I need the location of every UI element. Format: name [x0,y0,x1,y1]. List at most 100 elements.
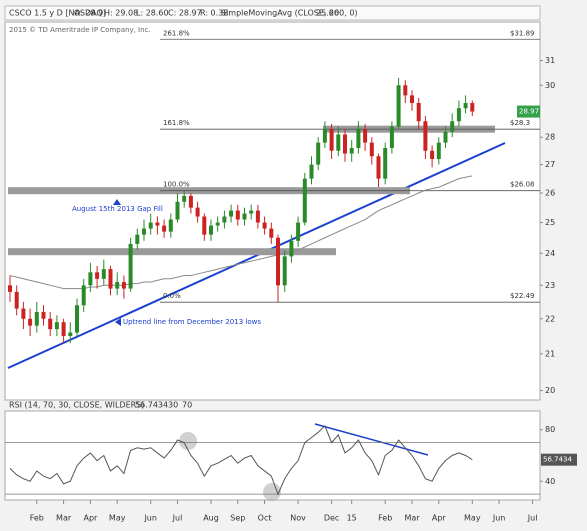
header-bar [4,5,541,21]
candle-body [48,318,53,330]
candle-body [8,285,12,292]
x-tick-label: Mar [404,514,420,523]
candle-body [61,322,66,337]
candle-body [115,282,120,289]
sma-line [9,175,473,290]
candle-body [28,318,33,326]
trend-line [7,142,506,369]
header-item: 25.66 [316,9,339,18]
arrow [113,199,121,205]
y-tick-label: 40 [545,477,555,486]
rsi-panel [4,410,541,501]
candle-body [215,222,220,226]
candle-body [188,195,193,208]
y-tick-label: 21 [545,349,555,358]
candle-body [363,129,368,143]
fib-value: $26.08 [510,181,535,189]
header-item: H: 29.08 [104,9,138,18]
candle-body [456,108,461,122]
header-item: SimpleMovingAvg (CLOSE, 200, 0) [221,9,358,18]
copyright: 2015 © TD Ameritrade IP Company, Inc. [9,26,151,34]
fib-label: 261.8% [163,29,190,37]
candle-body [322,129,327,143]
resistance-zone [8,248,336,256]
y-tick-label: 20 [545,386,555,395]
fib-value: $31.89 [510,29,535,37]
candle-body [423,121,428,151]
x-tick-label: 15 [347,514,357,523]
highlight [263,483,281,501]
x-tick-label: Nov [290,514,306,523]
candle-body [242,213,247,220]
x-tick-label: Dec [324,514,339,523]
candle-body [262,222,267,229]
price-panel [4,21,541,401]
candle-body [296,222,301,241]
x-tick-label: Feb [378,514,392,523]
y-tick-label: 26 [545,189,555,198]
y-tick-label: 27 [545,160,555,169]
rsi-header-level: 70 [182,401,192,410]
y-tick-label: 28 [545,133,555,142]
candle-body [410,95,414,104]
candle-body [276,237,280,286]
rsi-title: RSI (14, 70, 30, CLOSE, WILDERS) [9,401,144,410]
candle-body [162,225,167,232]
candle-body [88,272,93,286]
last-price-box [517,105,540,118]
header-item: O: 28.9 [74,9,103,18]
y-tick-label: 80 [545,425,555,434]
x-tick-label: Apr [83,514,98,523]
candle-body [155,222,160,226]
candle-body [34,311,39,326]
candle-body [168,219,173,232]
candle-body [369,142,374,157]
x-tick-label: Jun [492,514,506,523]
candle-body [81,285,86,306]
y-tick-label: 30 [545,81,555,90]
candle-body [222,216,227,223]
candle-body [316,142,321,165]
candle-body [436,142,441,160]
candle-body [108,269,113,289]
candle-body [349,148,354,154]
candle-body [148,222,153,229]
x-tick-label: Sep [230,514,245,523]
x-tick-label: Oct [258,514,272,523]
candle-body [142,228,146,235]
x-tick-label: Mar [56,514,72,523]
rsi-header-last: 56.7434 [135,401,168,410]
fib-label: 0.0% [163,292,181,300]
candle-body [249,210,254,214]
candle-body [396,85,401,127]
rsi-header-level: 30 [168,401,178,410]
last-price: 28.97 [519,108,539,116]
candle-body [309,164,314,179]
candle-body [289,240,294,257]
candle-body [269,228,274,238]
y-tick-label: 31 [545,56,555,65]
candle-body [302,178,307,223]
rsi-line [9,425,473,496]
x-tick-label: Feb [30,514,44,523]
x-tick-label: Jul [172,514,183,523]
candle-body [356,129,361,149]
candle-body [450,121,455,132]
rsi-last-box [541,453,577,466]
header-item: L: 28.60 [136,9,169,18]
candle-body [235,210,240,220]
y-tick-label: 23 [545,281,555,290]
candle-body [41,311,46,319]
y-tick-label: 25 [545,218,555,227]
arrow [115,318,121,326]
candle-body [329,129,334,151]
x-tick-label: Apr [432,514,447,523]
candle-body [336,134,341,151]
candle-body [470,103,475,112]
candle-body [376,156,381,179]
annotation: August 15th 2013 Gap Fill [72,205,163,213]
x-tick-label: May [109,514,126,523]
fib-value: $22.49 [510,292,535,300]
